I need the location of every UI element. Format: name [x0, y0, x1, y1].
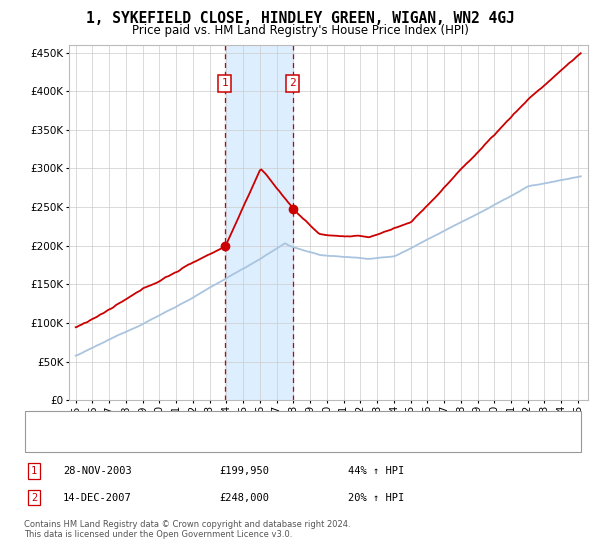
FancyBboxPatch shape	[25, 411, 581, 451]
Text: Price paid vs. HM Land Registry's House Price Index (HPI): Price paid vs. HM Land Registry's House …	[131, 24, 469, 37]
Text: £199,950: £199,950	[220, 466, 269, 476]
Bar	[225, 45, 293, 400]
Text: 2: 2	[31, 492, 37, 502]
Text: 20% ↑ HPI: 20% ↑ HPI	[347, 492, 404, 502]
Text: Contains HM Land Registry data © Crown copyright and database right 2024.
This d: Contains HM Land Registry data © Crown c…	[24, 520, 350, 539]
Text: £248,000: £248,000	[220, 492, 269, 502]
Text: 14-DEC-2007: 14-DEC-2007	[63, 492, 132, 502]
Text: 1: 1	[221, 78, 228, 88]
Text: HPI: Average price, detached house, Wigan: HPI: Average price, detached house, Wiga…	[66, 436, 312, 446]
Text: 1, SYKEFIELD CLOSE, HINDLEY GREEN, WIGAN, WN2 4GJ (detached house): 1, SYKEFIELD CLOSE, HINDLEY GREEN, WIGAN…	[66, 417, 462, 427]
Text: 1: 1	[31, 466, 37, 476]
Text: 28-NOV-2003: 28-NOV-2003	[63, 466, 132, 476]
Text: 1, SYKEFIELD CLOSE, HINDLEY GREEN, WIGAN, WN2 4GJ: 1, SYKEFIELD CLOSE, HINDLEY GREEN, WIGAN…	[86, 11, 514, 26]
Text: 2: 2	[289, 78, 296, 88]
Text: 44% ↑ HPI: 44% ↑ HPI	[347, 466, 404, 476]
